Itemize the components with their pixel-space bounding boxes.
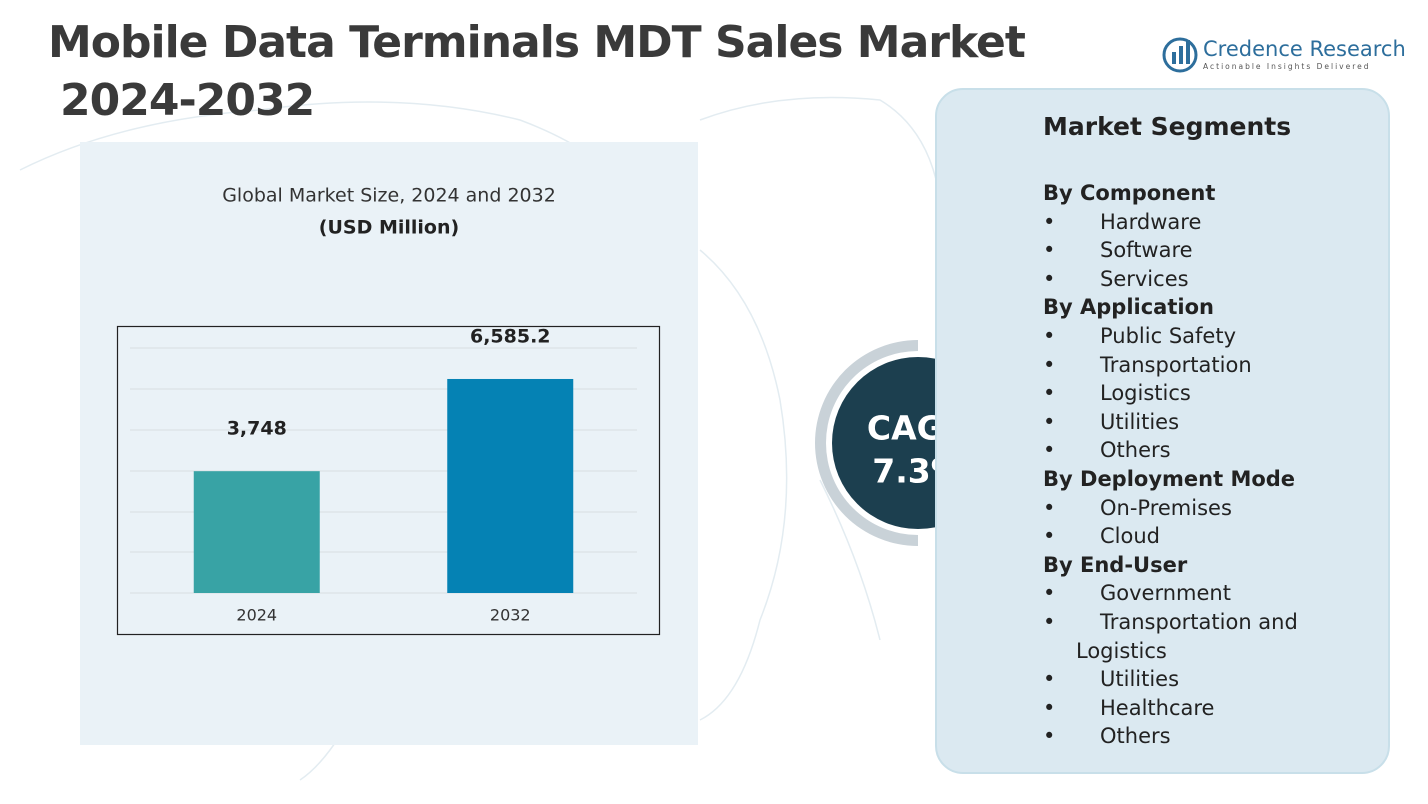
bullet: • (1043, 524, 1056, 549)
bullet: • (1043, 409, 1056, 434)
segment-item: • Transportation (1043, 351, 1331, 380)
logo-tagline: Actionable Insights Delivered (1203, 62, 1371, 71)
segment-item-text: Utilities (1100, 409, 1180, 434)
bullet: • (1043, 438, 1056, 463)
segment-group: By Application (1043, 295, 1214, 320)
segment-item-text: Others (1100, 724, 1171, 749)
segment-group: By Component (1043, 181, 1216, 205)
segment-item: • Others (1043, 722, 1331, 751)
segments: Market Segments By Component • Hardware • So… (1043, 112, 1363, 751)
bullet: • (1043, 667, 1056, 692)
bars: 3,748 2024 6,585.2 2032 (193, 325, 574, 625)
cagr-ring (815, 340, 918, 546)
segment-item-text: Utilities (1100, 667, 1180, 692)
title: Mobile Data Terminals MDT Sales Market 2… (48, 14, 1026, 130)
value-label: 3,748 (227, 418, 287, 440)
bullet: • (1043, 724, 1056, 749)
segment-item: • Healthcare (1043, 694, 1331, 723)
title-line: 2024-2032 (60, 75, 315, 126)
x-tick-label: 2024 (236, 606, 277, 625)
bar (447, 378, 574, 593)
segment-item: • Hardware (1043, 208, 1331, 237)
segment-item: • Cloud (1043, 522, 1331, 551)
chart-subtitle: (USD Million) (319, 217, 459, 239)
bullet: • (1043, 238, 1056, 263)
value-label: 6,585.2 (470, 325, 551, 347)
x-tick-label: 2032 (490, 606, 531, 625)
segment-group: By End-User (1043, 552, 1188, 577)
segment-item: • Software (1043, 236, 1331, 265)
segment-item: • Public Safety (1043, 322, 1331, 351)
segment-item: • Services (1043, 265, 1331, 294)
segment-item: • Transportation and Logistics (1043, 608, 1331, 665)
chart-title: Global Market Size, 2024 and 2032 (222, 185, 556, 207)
segment-item: • Logistics (1043, 379, 1331, 408)
segment-item-text: On-Premises (1100, 495, 1232, 520)
bullet: • (1043, 609, 1056, 634)
bullet: • (1043, 581, 1056, 606)
bullet: • (1043, 495, 1056, 520)
segment-item-text: Transportation and Logistics (1076, 609, 1298, 663)
segment-item: • Utilities (1043, 408, 1331, 437)
segment-item-text: Hardware (1100, 209, 1202, 234)
segment-group: By Deployment Mode (1043, 466, 1296, 491)
logo (1162, 37, 1198, 73)
title-line: Mobile Data Terminals MDT Sales Market (48, 17, 1026, 68)
segment-item-text: Healthcare (1100, 695, 1215, 720)
bullet: • (1043, 323, 1056, 348)
bullet: • (1043, 266, 1056, 291)
segment-item-text: Logistics (1100, 381, 1191, 406)
bullet: • (1043, 352, 1056, 377)
chart-frame (116, 325, 661, 636)
segment-item: • Others (1043, 436, 1331, 465)
logo-name: Credence Research (1203, 37, 1406, 61)
bullet: • (1043, 381, 1056, 406)
chart-panel (80, 142, 698, 745)
segment-item-text: Government (1100, 581, 1231, 606)
segments-title: Market Segments (1043, 112, 1292, 141)
segments-panel (935, 88, 1390, 774)
segment-item-text: Transportation (1100, 352, 1252, 377)
bar (193, 471, 320, 593)
segment-item: • Government (1043, 579, 1331, 608)
bullet: • (1043, 209, 1056, 234)
segment-item: • On-Premises (1043, 494, 1331, 523)
segment-item-text: Software (1100, 238, 1193, 263)
segment-item: • Utilities (1043, 665, 1331, 694)
segment-item-text: Public Safety (1100, 323, 1236, 348)
bullet: • (1043, 695, 1056, 720)
segment-item-text: Others (1100, 438, 1171, 463)
segment-item-text: Services (1100, 266, 1189, 291)
segment-item-text: Cloud (1100, 524, 1160, 549)
